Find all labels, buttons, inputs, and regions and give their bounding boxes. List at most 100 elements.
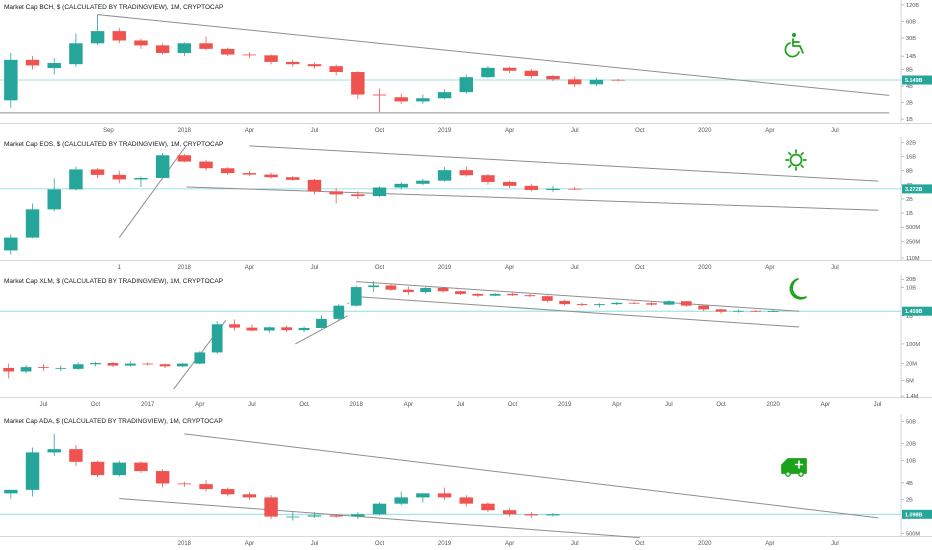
candle[interactable] xyxy=(524,68,539,79)
candle[interactable] xyxy=(472,292,484,298)
candle[interactable] xyxy=(567,186,582,190)
candle[interactable] xyxy=(351,71,365,100)
candle[interactable] xyxy=(55,365,67,371)
candle[interactable] xyxy=(459,166,473,177)
candle[interactable] xyxy=(4,52,18,108)
candle[interactable] xyxy=(489,292,501,297)
candle[interactable] xyxy=(281,325,293,332)
trendline[interactable] xyxy=(295,315,348,345)
candle[interactable] xyxy=(220,47,235,57)
candle[interactable] xyxy=(394,491,408,506)
trendline[interactable] xyxy=(184,433,879,519)
candle[interactable] xyxy=(416,178,430,186)
candle[interactable] xyxy=(155,153,170,179)
candle[interactable] xyxy=(4,489,18,499)
candle[interactable] xyxy=(159,363,171,368)
candle[interactable] xyxy=(502,66,517,74)
candle[interactable] xyxy=(211,321,223,354)
candle[interactable] xyxy=(502,180,517,189)
candle[interactable] xyxy=(546,185,560,193)
candle[interactable] xyxy=(134,461,148,474)
candle[interactable] xyxy=(264,495,278,520)
candle[interactable] xyxy=(546,74,560,82)
candle[interactable] xyxy=(385,284,397,291)
candle[interactable] xyxy=(112,27,126,44)
candle[interactable] xyxy=(455,290,466,295)
candle[interactable] xyxy=(242,170,257,177)
candle[interactable] xyxy=(481,66,495,79)
candle[interactable] xyxy=(199,159,213,171)
trendline[interactable] xyxy=(356,296,800,328)
candle[interactable] xyxy=(177,481,192,487)
candle[interactable] xyxy=(246,324,258,332)
candle[interactable] xyxy=(47,57,61,75)
candle[interactable] xyxy=(242,52,257,58)
candle[interactable] xyxy=(372,88,387,112)
candle[interactable] xyxy=(767,310,779,313)
candle[interactable] xyxy=(524,512,539,518)
candle[interactable] xyxy=(155,43,170,55)
candle[interactable] xyxy=(134,176,148,187)
candle[interactable] xyxy=(437,167,452,182)
candle[interactable] xyxy=(220,487,235,497)
candle[interactable] xyxy=(611,78,625,82)
candle[interactable] xyxy=(351,191,365,199)
candle[interactable] xyxy=(263,326,275,333)
candle[interactable] xyxy=(437,89,452,100)
candle[interactable] xyxy=(286,512,300,521)
candle[interactable] xyxy=(576,302,588,307)
candle[interactable] xyxy=(329,188,343,204)
candle[interactable] xyxy=(199,479,213,492)
candle[interactable] xyxy=(229,319,240,331)
candle[interactable] xyxy=(394,93,408,104)
candle[interactable] xyxy=(25,56,40,70)
candle[interactable] xyxy=(680,300,692,307)
candle[interactable] xyxy=(307,179,322,195)
candle[interactable] xyxy=(90,460,105,478)
candle[interactable] xyxy=(611,302,623,306)
candle[interactable] xyxy=(372,186,387,197)
candle[interactable] xyxy=(242,492,257,500)
candle[interactable] xyxy=(47,433,61,457)
candle[interactable] xyxy=(589,77,604,87)
candle[interactable] xyxy=(112,170,126,184)
candle[interactable] xyxy=(646,302,657,306)
candle[interactable] xyxy=(416,493,430,503)
candle[interactable] xyxy=(733,309,744,313)
candle[interactable] xyxy=(177,363,188,368)
candle[interactable] xyxy=(481,502,495,513)
candle[interactable] xyxy=(194,351,206,365)
candle[interactable] xyxy=(350,285,362,307)
candle[interactable] xyxy=(698,305,710,311)
candle[interactable] xyxy=(90,361,101,367)
trendline[interactable] xyxy=(186,186,879,211)
candle[interactable] xyxy=(316,315,327,329)
candle[interactable] xyxy=(4,234,18,255)
candle[interactable] xyxy=(402,286,414,295)
candle[interactable] xyxy=(372,502,387,516)
candle[interactable] xyxy=(628,301,640,305)
candle[interactable] xyxy=(594,303,605,308)
candle[interactable] xyxy=(307,512,322,518)
candle[interactable] xyxy=(124,361,136,367)
candle[interactable] xyxy=(298,326,310,333)
trendline[interactable] xyxy=(249,145,879,182)
candle[interactable] xyxy=(25,447,40,497)
candle[interactable] xyxy=(663,300,675,306)
candle[interactable] xyxy=(90,167,105,179)
candle[interactable] xyxy=(541,295,553,303)
candle[interactable] xyxy=(351,512,365,520)
candle[interactable] xyxy=(69,444,83,467)
candle[interactable] xyxy=(416,94,430,104)
candle[interactable] xyxy=(502,508,517,517)
candle[interactable] xyxy=(90,14,105,46)
candle[interactable] xyxy=(546,513,560,517)
candle[interactable] xyxy=(459,74,473,94)
candle[interactable] xyxy=(459,495,473,507)
candle[interactable] xyxy=(177,154,192,163)
candle[interactable] xyxy=(333,304,345,321)
candle[interactable] xyxy=(177,42,192,57)
candle[interactable] xyxy=(394,181,408,190)
candle[interactable] xyxy=(264,172,278,179)
candle[interactable] xyxy=(20,364,32,374)
